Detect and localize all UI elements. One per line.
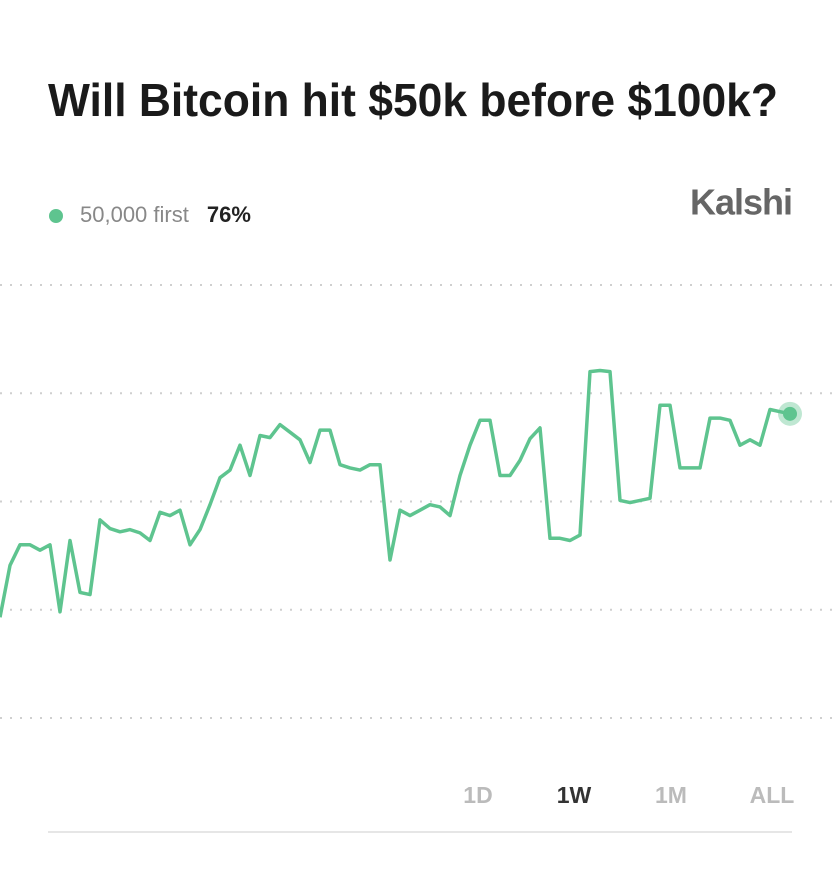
end-point	[783, 406, 797, 421]
brand: Kalshi	[690, 182, 792, 223]
legend-dot	[49, 209, 63, 223]
range-button[interactable]: 1M	[655, 782, 687, 808]
range-button[interactable]: 1D	[463, 782, 492, 808]
legend-value: 76%	[207, 202, 251, 227]
range-button[interactable]: ALL	[750, 782, 795, 808]
range-button[interactable]: 1W	[557, 782, 592, 808]
legend-name: 50,000 first	[80, 202, 189, 227]
title: Will Bitcoin hit $50k before $100k?	[48, 74, 778, 126]
price-line	[0, 368, 791, 618]
